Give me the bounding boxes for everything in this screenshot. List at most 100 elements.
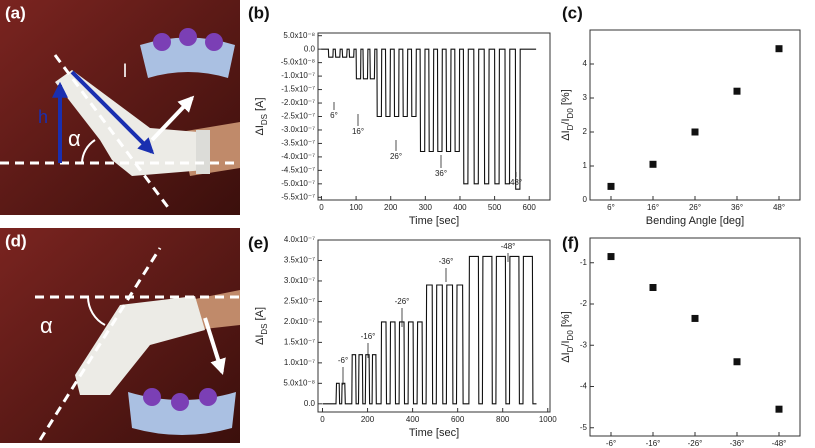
y-axis-title-part: ΔI — [254, 335, 266, 345]
label-h: h — [38, 107, 48, 127]
x-tick-label: 36° — [731, 203, 743, 212]
y-tick-label: -1 — [580, 258, 588, 267]
x-tick-label: 16° — [647, 203, 659, 212]
data-point — [733, 87, 741, 95]
y-axis-title-part: /I — [560, 340, 572, 346]
y-axis-title-part: [%] — [560, 89, 572, 108]
plot-frame — [589, 237, 801, 437]
annotation: 36° — [435, 169, 447, 178]
x-tick-label: 26° — [689, 203, 701, 212]
y-axis-title-part: D0 — [566, 108, 575, 119]
y-tick-label: -1.5x10⁻⁷ — [281, 85, 315, 94]
y-axis-title-part: ΔI — [560, 352, 572, 362]
annotation: 48° — [510, 178, 522, 187]
chart-panel: (e) 4.0x10⁻⁷ 3.5x10⁻⁷ 3.0x10⁻⁷ 2.5x10⁻⁷ 2.0x1… — [248, 233, 557, 438]
arrow-l — [70, 70, 155, 155]
x-axis-title: Bending Angle [deg] — [646, 215, 744, 227]
x-tick-label: 200 — [361, 415, 375, 424]
annotation: -26° — [395, 297, 410, 306]
x-tick-label: 0 — [320, 415, 325, 424]
sensor-dot — [171, 393, 189, 411]
data-point — [649, 284, 657, 291]
x-tick-label: 600 — [523, 203, 537, 212]
arrow — [150, 95, 195, 142]
y-axis-title-part: D0 — [566, 330, 575, 341]
x-tick-label: 600 — [451, 415, 465, 424]
label-alpha: α — [40, 313, 53, 338]
sensor-dot — [143, 388, 161, 406]
y-axis-title-part: ΔI — [560, 130, 572, 140]
data-point — [691, 128, 699, 136]
data-point — [607, 253, 615, 261]
glove — [75, 296, 205, 395]
x-tick-label: 300 — [419, 203, 433, 212]
y-axis-title: ΔIDS [A] — [254, 97, 269, 135]
y-tick-label: 0.0 — [304, 399, 316, 408]
data-point — [649, 160, 657, 168]
photo-d: α (d) — [0, 228, 240, 443]
panel-label: (a) — [5, 3, 26, 22]
annotation: -16° — [361, 332, 376, 341]
x-tick-label: 400 — [453, 203, 467, 212]
y-tick-label: -4 — [580, 382, 588, 391]
x-tick-label: -48° — [772, 439, 787, 448]
y-tick-label: -5.0x10⁻⁸ — [281, 58, 315, 67]
y-tick-label: -4.5x10⁻⁷ — [281, 165, 315, 174]
panel-label: (d) — [5, 231, 27, 250]
arm — [190, 290, 240, 330]
y-tick-label: 1.5x10⁻⁷ — [284, 337, 315, 346]
y-tick-label: 4 — [583, 59, 588, 68]
y-tick-label: -2.5x10⁻⁷ — [281, 112, 315, 121]
arrow — [203, 317, 226, 376]
y-tick-label: 0.0 — [304, 44, 316, 53]
y-tick-label: -1.0x10⁻⁷ — [281, 71, 315, 80]
chart-panel: (f)-1-2-3-4-5-6°-16°-26°-36°-48°Bending … — [560, 233, 801, 448]
x-tick-label: 500 — [488, 203, 502, 212]
y-axis-title-part: DS — [260, 323, 269, 334]
plot-frame — [317, 239, 551, 413]
annotation: -36° — [439, 257, 454, 266]
x-axis-title: Time [sec] — [409, 427, 459, 439]
y-axis-title: ΔID/ID0 [%] — [560, 89, 575, 141]
x-tick-label: 200 — [384, 203, 398, 212]
sensor-dot — [199, 388, 217, 406]
x-tick-label: 400 — [406, 415, 420, 424]
y-tick-label: 3 — [583, 93, 588, 102]
data-point — [775, 405, 783, 413]
y-tick-label: 3.0x10⁻⁷ — [284, 276, 315, 285]
annotation: 6° — [330, 111, 338, 120]
y-tick-label: 2.5x10⁻⁷ — [284, 297, 315, 306]
y-axis-title: ΔIDS [A] — [254, 307, 269, 345]
plot-frame — [589, 29, 801, 201]
cuff — [196, 130, 210, 174]
panel-label: (c) — [562, 3, 583, 22]
y-axis-title-part: D — [566, 124, 575, 130]
data-line — [322, 255, 537, 405]
panel-label: (f) — [562, 233, 579, 252]
y-tick-label: -5.0x10⁻⁷ — [281, 179, 315, 188]
data-point — [691, 314, 699, 322]
x-tick-label: 0 — [319, 203, 324, 212]
data-point — [607, 182, 615, 190]
data-line — [321, 48, 537, 190]
y-tick-label: 3.5x10⁻⁷ — [284, 256, 315, 265]
sensor-dot — [153, 33, 171, 51]
annotation: -6° — [338, 356, 348, 365]
y-axis-title-part: [%] — [560, 311, 572, 330]
sensor-dot — [205, 33, 223, 51]
sensor-dot — [179, 28, 197, 46]
angle-arc — [87, 296, 106, 326]
y-axis-title-part: DS — [260, 114, 269, 125]
y-tick-label: -3.0x10⁻⁷ — [281, 125, 315, 134]
x-tick-label: -16° — [646, 439, 661, 448]
y-axis-title-part: ΔI — [254, 125, 266, 135]
glove — [55, 70, 205, 176]
y-tick-label: 4.0x10⁻⁷ — [284, 235, 315, 244]
y-tick-label: 1 — [583, 161, 588, 170]
x-tick-label: -26° — [688, 439, 703, 448]
x-tick-label: 1000 — [539, 415, 557, 424]
chart-panel: (b) 5.0x10⁻⁸ 0.0 -5.0x10⁻⁸ -1.0x10⁻⁷ -1.5x10⁻… — [248, 3, 551, 227]
y-tick-label: -3.5x10⁻⁷ — [281, 139, 315, 148]
